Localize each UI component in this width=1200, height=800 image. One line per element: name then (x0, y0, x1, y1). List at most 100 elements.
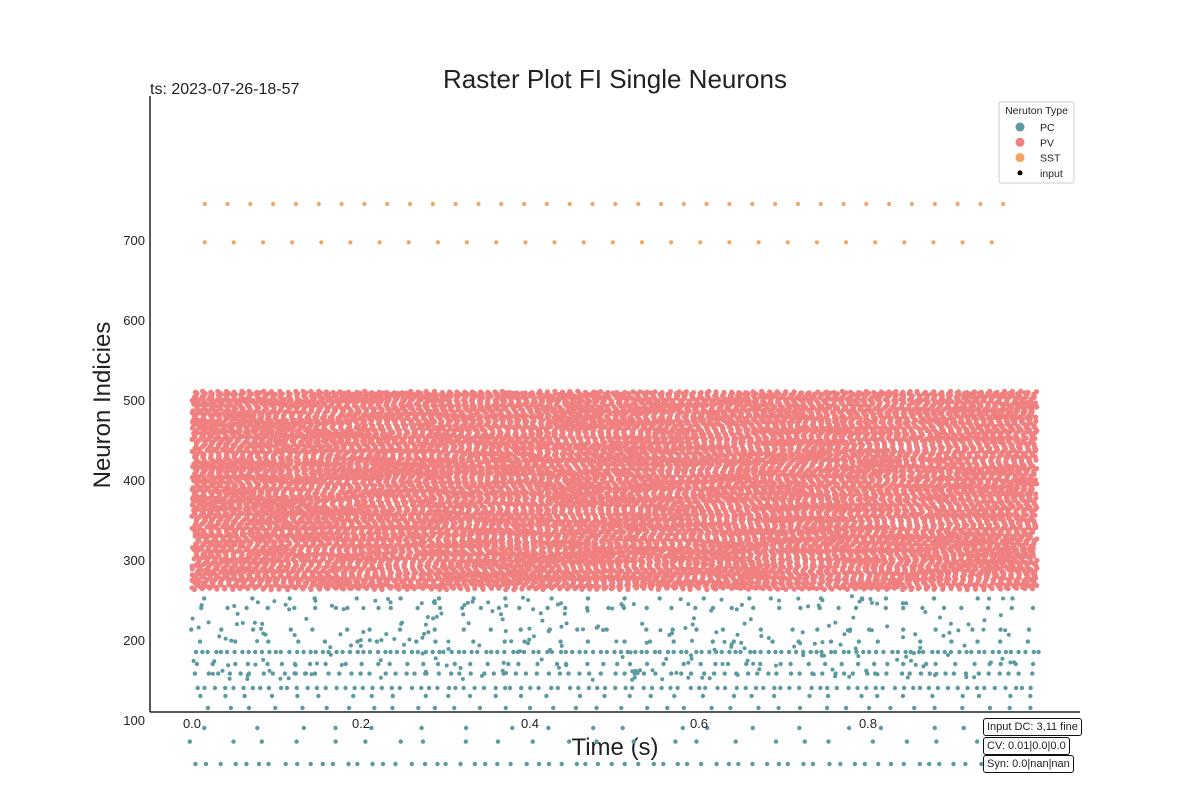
spike-pc (855, 661, 861, 667)
spike-pc (329, 603, 334, 608)
spike-pc (884, 671, 889, 676)
spike-pc (245, 673, 250, 678)
spike-pc (425, 615, 430, 619)
spike-pc (361, 649, 366, 655)
spike-pv (189, 585, 195, 591)
spike-pc (563, 649, 569, 655)
spike-pc (409, 649, 415, 655)
spike-pc (194, 661, 200, 667)
spike-pc (346, 705, 352, 711)
spike-pc (843, 705, 849, 711)
spike-pc (719, 597, 724, 602)
spike-pc (901, 635, 905, 640)
spike-pc (738, 649, 743, 655)
spike-pc (966, 622, 971, 627)
spike-pc (933, 627, 938, 632)
spike-pc (352, 685, 357, 691)
spike-pc (726, 761, 732, 767)
spike-pv (749, 583, 755, 590)
spike-pc (748, 617, 753, 622)
spike-pc (947, 630, 952, 635)
spike-pc (856, 654, 861, 658)
spike-pc (773, 649, 778, 655)
spike-pc (471, 596, 476, 601)
spike-pc (949, 639, 954, 644)
spike-pc (613, 685, 618, 691)
spike-pc (933, 661, 938, 667)
spike-pc (744, 661, 749, 667)
spike-pc (437, 605, 443, 611)
spike-pc (753, 685, 759, 691)
spike-pc (195, 685, 200, 691)
spike-pc (313, 598, 318, 603)
spike-pc (441, 649, 446, 655)
spike-pc (819, 649, 824, 655)
spike-pc (935, 649, 941, 655)
spike-pc (644, 627, 649, 632)
spike-pc (587, 671, 592, 676)
spike-pc (963, 761, 968, 767)
spike-pc (255, 639, 260, 644)
spike-pc (493, 693, 498, 699)
spike-pc (564, 663, 569, 668)
spike-pc (686, 660, 691, 665)
spike-pc (734, 685, 739, 691)
spike-pc (359, 661, 364, 667)
spike-pc (1036, 649, 1041, 655)
spike-pc (750, 725, 755, 731)
spike-pc (918, 645, 923, 650)
spike-pc (636, 761, 641, 767)
spike-pc (518, 627, 523, 632)
spike-pc (747, 596, 752, 601)
spike-pc (363, 739, 368, 744)
spike-pv (213, 584, 219, 590)
spike-pc (955, 685, 960, 691)
spike-pc (681, 705, 686, 711)
spike-pc (694, 739, 699, 744)
spike-pc (698, 761, 704, 767)
spike-pc (322, 639, 328, 644)
spike-pc (267, 668, 272, 673)
spike-pc (549, 596, 554, 601)
spike-pc (420, 739, 426, 744)
spike-pc (535, 661, 540, 667)
spike-pc (885, 661, 890, 667)
spike-pc (546, 629, 551, 634)
spike-pc (998, 661, 1003, 667)
spike-pc (437, 649, 442, 655)
spike-pc (678, 649, 684, 655)
spike-pc (639, 649, 644, 655)
spike-pc (534, 671, 539, 676)
spike-pc (797, 705, 803, 711)
spike-pv (189, 572, 195, 578)
spike-pv (987, 583, 993, 589)
spike-pc (601, 628, 606, 632)
spike-pc (419, 685, 424, 691)
spike-pc (562, 611, 567, 616)
spike-pc (797, 671, 802, 676)
spike-pc (409, 685, 415, 691)
spike-pc (388, 649, 393, 655)
spike-pc (883, 605, 888, 611)
spike-pc (355, 649, 360, 655)
spike-pc (842, 632, 847, 637)
spike-pc (943, 671, 948, 676)
spike-pc (435, 761, 440, 767)
spike-pc (901, 761, 906, 767)
spike-pc (809, 685, 814, 691)
spike-pc (758, 649, 763, 655)
spike-pc (710, 639, 715, 644)
spike-pv (373, 583, 380, 589)
spike-pc (531, 649, 536, 655)
spike-pc (374, 639, 380, 644)
spike-pc (238, 671, 243, 676)
spike-pc (787, 685, 792, 691)
spike-pc (559, 601, 563, 606)
spike-pc (483, 761, 488, 767)
spike-pc (757, 667, 762, 672)
spike-pc (880, 685, 885, 691)
spike-pc (435, 661, 441, 667)
spike-pc (330, 761, 336, 767)
spike-pc (892, 685, 898, 691)
spike-pc (540, 618, 545, 623)
